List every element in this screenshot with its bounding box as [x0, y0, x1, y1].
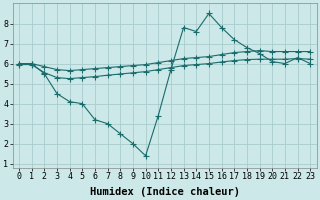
X-axis label: Humidex (Indice chaleur): Humidex (Indice chaleur) — [90, 186, 240, 197]
